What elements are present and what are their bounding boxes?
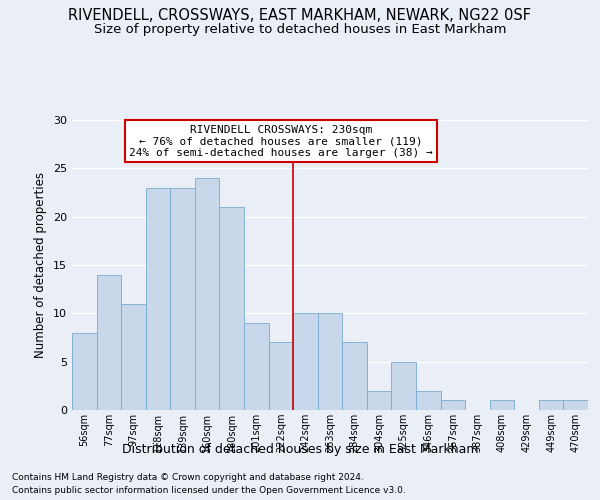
Bar — [318, 314, 342, 410]
Bar — [490, 400, 514, 410]
Bar — [121, 304, 146, 410]
Bar — [293, 314, 318, 410]
Text: Contains HM Land Registry data © Crown copyright and database right 2024.: Contains HM Land Registry data © Crown c… — [12, 472, 364, 482]
Bar — [170, 188, 195, 410]
Bar — [440, 400, 465, 410]
Bar — [195, 178, 220, 410]
Y-axis label: Number of detached properties: Number of detached properties — [34, 172, 47, 358]
Text: RIVENDELL CROSSWAYS: 230sqm
← 76% of detached houses are smaller (119)
24% of se: RIVENDELL CROSSWAYS: 230sqm ← 76% of det… — [129, 124, 433, 158]
Text: Size of property relative to detached houses in East Markham: Size of property relative to detached ho… — [94, 22, 506, 36]
Bar — [220, 207, 244, 410]
Bar — [244, 323, 269, 410]
Bar — [539, 400, 563, 410]
Bar — [367, 390, 391, 410]
Bar — [72, 332, 97, 410]
Text: Distribution of detached houses by size in East Markham: Distribution of detached houses by size … — [122, 442, 478, 456]
Bar — [97, 274, 121, 410]
Text: Contains public sector information licensed under the Open Government Licence v3: Contains public sector information licen… — [12, 486, 406, 495]
Bar — [563, 400, 588, 410]
Bar — [342, 342, 367, 410]
Bar — [269, 342, 293, 410]
Bar — [391, 362, 416, 410]
Text: RIVENDELL, CROSSWAYS, EAST MARKHAM, NEWARK, NG22 0SF: RIVENDELL, CROSSWAYS, EAST MARKHAM, NEWA… — [68, 8, 532, 22]
Bar — [416, 390, 440, 410]
Bar — [146, 188, 170, 410]
